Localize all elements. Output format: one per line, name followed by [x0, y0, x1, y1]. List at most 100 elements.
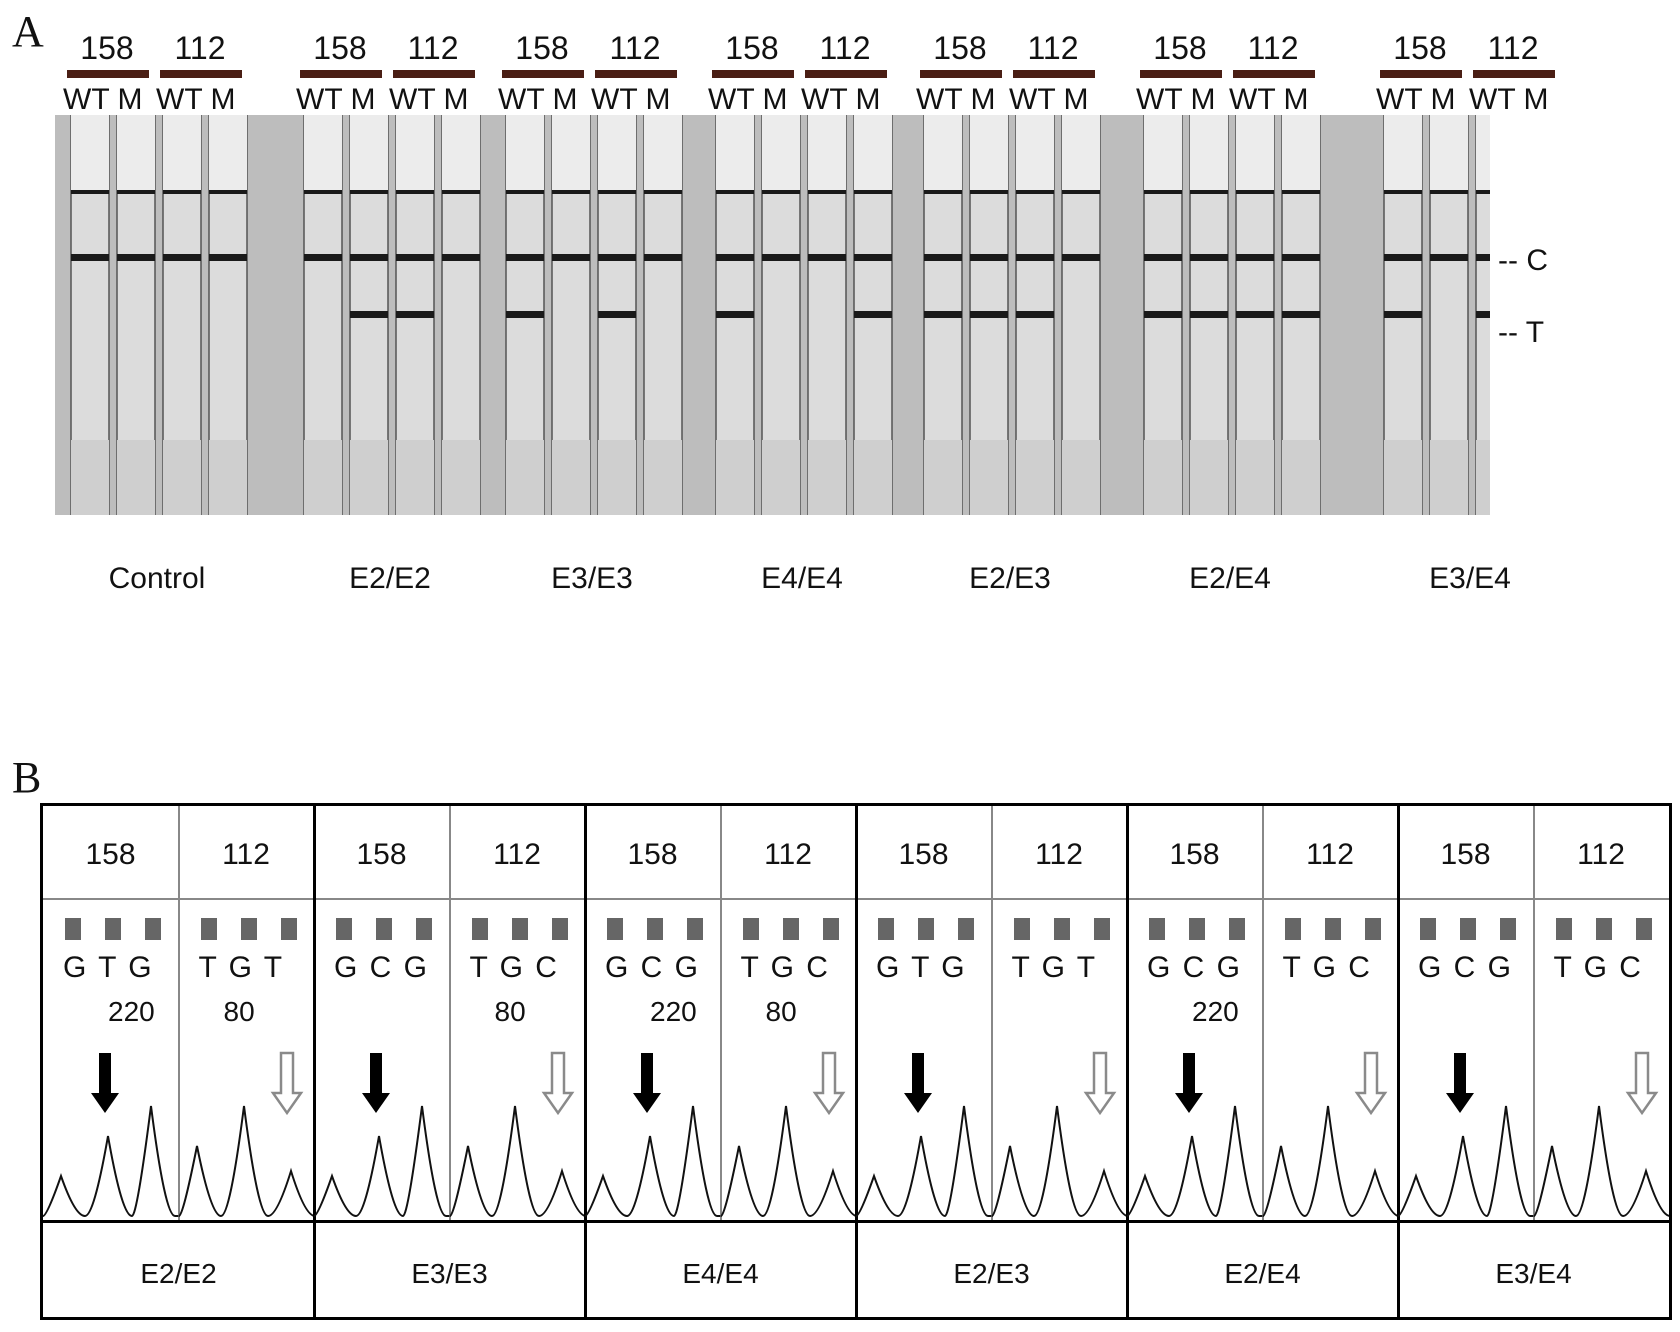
cell-divider: [177, 806, 180, 1220]
control-band: [396, 254, 434, 261]
genotype-label: E4/E4: [682, 1258, 759, 1289]
cell-divider: [1532, 806, 1535, 1220]
genotype-label: E4/E4: [761, 562, 843, 595]
test-band: [598, 311, 636, 318]
pad-edge: [71, 190, 109, 194]
header-bar: [502, 70, 584, 78]
sample-pad: [1476, 115, 1490, 190]
sample-pad: [716, 115, 754, 190]
control-band: [1430, 254, 1468, 261]
allele-position-label: 158: [725, 30, 779, 66]
cell-divider: [448, 806, 451, 1220]
allele-position-label: 158: [1393, 30, 1447, 66]
absorbent-pad: [350, 440, 388, 515]
absorbent-pad: [598, 440, 636, 515]
quality-square: [471, 918, 488, 940]
control-band: [117, 254, 155, 261]
absorbent-pad: [1384, 440, 1422, 515]
pad-edge: [970, 190, 1008, 194]
control-band: [1016, 254, 1054, 261]
chromatogram: [1533, 1051, 1669, 1218]
pad-edge: [1430, 190, 1468, 194]
chromatogram: [43, 1053, 179, 1218]
sample-pad: [209, 115, 247, 190]
lane-label: M: [1283, 83, 1309, 116]
quality-square: [607, 918, 623, 940]
genotype-label: E3/E3: [551, 562, 633, 595]
quality-square: [1420, 918, 1436, 940]
quality-square: [336, 918, 352, 940]
lane-label: M: [855, 83, 881, 116]
snp-arrow-hollow: [541, 1051, 574, 1116]
sample-pad: [808, 115, 846, 190]
snp-arrow-hollow: [1625, 1051, 1658, 1116]
allele-position-label: 112: [1577, 838, 1625, 871]
base-calls: G T G: [876, 951, 967, 984]
chromatogram: [1127, 1053, 1263, 1218]
absorbent-pad: [1144, 440, 1182, 515]
chromatogram: [1262, 1051, 1398, 1218]
header-bar: [300, 70, 382, 78]
trace-line: [314, 1105, 450, 1218]
base-calls: G C G: [605, 951, 701, 984]
lane-label: M: [645, 83, 671, 116]
control-band: [350, 254, 388, 261]
allele-position-label: 112: [1487, 30, 1539, 66]
pad-edge: [442, 190, 480, 194]
base-calls: G C G: [334, 951, 430, 984]
allele-position-label: 158: [898, 838, 949, 871]
base-calls: G C G: [1418, 951, 1514, 984]
allele-position-label: 112: [819, 30, 871, 66]
lane-label: M: [350, 83, 376, 116]
base-position: 220: [108, 996, 155, 1027]
quality-square: [958, 918, 974, 940]
base-position: 80: [494, 996, 526, 1027]
quality-square: [1324, 918, 1341, 940]
group-divider: [312, 806, 316, 1317]
header-bar: [1233, 70, 1315, 78]
absorbent-pad: [1062, 440, 1100, 515]
lane-label: M: [1523, 83, 1549, 116]
control-band: [1476, 254, 1490, 261]
lane-label: WT: [1469, 83, 1516, 116]
trace-line: [1262, 1105, 1398, 1218]
allele-position-label: 158: [627, 838, 678, 871]
cell-divider: [990, 806, 993, 1220]
genotype-label: E2/E4: [1224, 1258, 1301, 1289]
quality-square: [1364, 918, 1381, 940]
lane-label: WT: [708, 83, 755, 116]
snp-arrow-filled: [633, 1053, 661, 1113]
lane-label: WT: [1229, 83, 1276, 116]
snp-arrow-filled: [91, 1053, 119, 1113]
pad-edge: [1282, 190, 1320, 194]
sample-pad: [396, 115, 434, 190]
control-band: [924, 254, 962, 261]
pad-edge: [1476, 190, 1490, 194]
sample-pad: [1282, 115, 1320, 190]
trace-line: [1398, 1105, 1534, 1218]
quality-square: [416, 918, 432, 940]
sample-pad: [71, 115, 109, 190]
chromatogram: [314, 1053, 450, 1218]
test-band: [854, 311, 892, 318]
header-bar: [160, 70, 242, 78]
header-bar: [805, 70, 887, 78]
group-divider: [583, 806, 587, 1317]
lane-label: WT: [1009, 83, 1056, 116]
absorbent-pad: [71, 440, 109, 515]
base-position: 220: [1192, 996, 1239, 1027]
header-bar: [1140, 70, 1222, 78]
sample-pad: [644, 115, 682, 190]
control-band: [854, 254, 892, 261]
allele-position-label: 158: [85, 838, 136, 871]
lane-label: M: [1190, 83, 1216, 116]
absorbent-pad: [1476, 440, 1490, 515]
control-line-marker: -- C: [1498, 244, 1548, 277]
control-band: [598, 254, 636, 261]
genotype-label: E2/E2: [140, 1258, 217, 1289]
lane-label: WT: [296, 83, 343, 116]
sample-pad: [1016, 115, 1054, 190]
test-band: [506, 311, 544, 318]
allele-position-label: 112: [764, 838, 812, 871]
trace-line: [1533, 1105, 1669, 1218]
